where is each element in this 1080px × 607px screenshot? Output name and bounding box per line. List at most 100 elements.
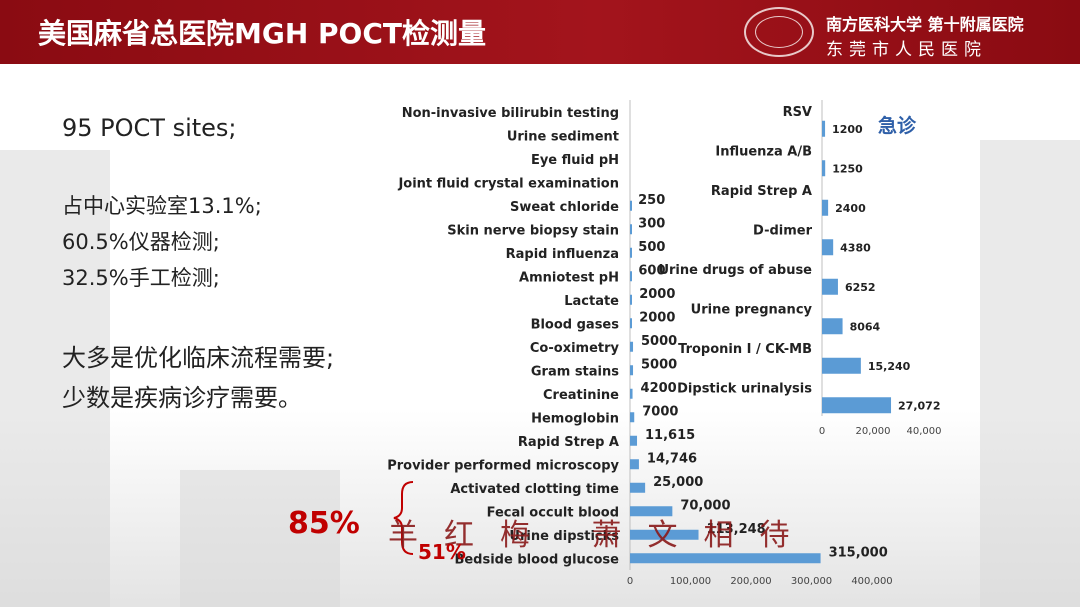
chart2-category-label: Influenza A/B (715, 144, 812, 159)
chart1-bar (630, 388, 633, 399)
chart2-bar (822, 397, 892, 414)
chart1-bar (630, 247, 632, 258)
chart1-tick-label: 300,000 (791, 576, 832, 587)
chart1-category-label: Non-invasive bilirubin testing (402, 106, 619, 121)
chart1-tick-label: 0 (627, 576, 633, 587)
chart1-data-label: 2000 (639, 287, 675, 302)
chart1-bar (630, 294, 632, 305)
chart1-category-label: Creatinine (543, 388, 619, 403)
chart1-bar (630, 200, 632, 211)
chart1-data-label: 300 (638, 216, 665, 231)
chart1-category-label: Rapid influenza (506, 247, 619, 262)
percent-85-label: 85% (288, 506, 360, 541)
chart1-data-label: 5000 (641, 357, 677, 372)
chart2-tick-label: 40,000 (907, 426, 942, 437)
chart1-bar (630, 412, 635, 423)
hospital-name-line1: 南方医科大学 第十附属医院 (826, 15, 1024, 34)
chart2-data-label: 1250 (832, 162, 863, 175)
chart1-bar (630, 318, 632, 329)
chart1-category-label: Amniotest pH (519, 270, 619, 285)
chart1-data-label: 315,000 (829, 545, 888, 560)
chart2-bar (822, 357, 861, 374)
central-lab-share-text: 占中心实验室13.1%; (62, 194, 262, 218)
chart1-tick-label: 200,000 (730, 576, 771, 587)
chart1-bar (630, 365, 634, 376)
chart1-data-label: 600 (638, 263, 665, 278)
diagnosis-note-text: 少数是疾病诊疗需要。 (62, 384, 302, 412)
chart1-data-label: 500 (638, 240, 665, 255)
chart1-category-label: Gram stains (531, 364, 619, 379)
instrument-share-text: 60.5%仪器检测; (62, 230, 220, 254)
chart1-bar (630, 506, 673, 517)
chart1-data-label: 11,615 (645, 428, 695, 443)
chart2-category-label: Urine pregnancy (691, 302, 813, 317)
chart2-bar (822, 199, 829, 216)
chart1-category-label: Sweat chloride (510, 200, 619, 215)
chart1-category-label: Rapid Strep A (518, 435, 619, 450)
hospital-seal-logo (744, 7, 814, 57)
chart2-category-label: D-dimer (753, 223, 813, 238)
chart1-category-label: Urine dipsticks (509, 529, 619, 544)
chart2-category-label: Troponin I / CK-MB (678, 342, 812, 357)
chart2-category-label: Rapid Strep A (711, 184, 812, 199)
background-building (0, 150, 110, 607)
curly-brace (393, 481, 414, 555)
hospital-name-line2: 东莞市人民医院 (826, 40, 987, 60)
chart1-category-label: Provider performed microscopy (387, 458, 619, 473)
handwritten-signature: 羊红梅 萧文相待 (388, 518, 816, 553)
chart1-bar (630, 341, 634, 352)
sites-count-text: 95 POCT sites; (62, 114, 237, 142)
chart1-bar (630, 459, 639, 470)
chart1-category-label: Skin nerve biopsy stain (447, 223, 619, 238)
chart1-category-label: Bedside blood glucose (454, 552, 619, 567)
chart1-category-label: Co-oximetry (530, 341, 620, 356)
chart1-bar (630, 553, 821, 564)
workflow-note-text: 大多是优化临床流程需要; (62, 344, 335, 372)
chart2-data-label: 2400 (835, 202, 866, 215)
chart2-bar (822, 160, 826, 177)
chart1-data-label: 250 (638, 193, 665, 208)
chart2-bar (822, 318, 843, 335)
chart1-category-label: Blood gases (531, 317, 620, 332)
chart1-category-label: Joint fluid crystal examination (397, 176, 619, 191)
chart1-bar (630, 482, 646, 493)
chart1-bar (630, 224, 632, 235)
chart1-category-label: Activated clotting time (450, 482, 619, 497)
chart1-category-label: Lactate (564, 294, 619, 309)
chart1-data-label: 4200 (641, 381, 677, 396)
background-building (980, 140, 1080, 607)
chart1-bar (630, 271, 632, 282)
chart2-bar (822, 120, 826, 137)
chart2-category-label: Urine drugs of abuse (658, 263, 812, 278)
chart1-data-label: 25,000 (653, 475, 703, 490)
manual-share-text: 32.5%手工检测; (62, 266, 220, 290)
chart2-data-label: 4380 (840, 241, 871, 254)
header-bar: 美国麻省总医院MGH POCT检测量 南方医科大学 第十附属医院 东莞市人民医院 (0, 0, 1080, 64)
chart1-tick-label: 100,000 (670, 576, 711, 587)
chart1-bar (630, 435, 638, 446)
chart2-category-label: Dipstick urinalysis (677, 381, 812, 396)
chart1-category-label: Fecal occult blood (487, 505, 619, 520)
chart1-category-label: Urine sediment (507, 129, 619, 144)
chart2-data-label: 6252 (845, 281, 876, 294)
chart1-category-label: Hemoglobin (531, 411, 619, 426)
chart1-data-label: 5000 (641, 334, 677, 349)
chart2-tick-label: 0 (819, 426, 825, 437)
chart1-data-label: 14,746 (647, 451, 697, 466)
chart2-data-label: 1200 (832, 123, 863, 136)
chart1-bar (630, 529, 699, 540)
chart2-data-label: 27,072 (898, 399, 940, 412)
chart2-bar (822, 278, 838, 295)
percent-51-label: 51% (418, 540, 466, 564)
emergency-label: 急诊 (878, 114, 917, 137)
chart2-tick-label: 20,000 (856, 426, 891, 437)
chart2-bar (822, 239, 834, 256)
chart1-category-label: Eye fluid pH (531, 153, 619, 168)
chart2-data-label: 8064 (850, 320, 881, 333)
background-building (180, 470, 340, 607)
chart1-tick-label: 400,000 (851, 576, 892, 587)
chart2-category-label: RSV (783, 105, 812, 120)
chart1-data-label: 2000 (639, 310, 675, 325)
chart1-data-label: 7000 (642, 404, 678, 419)
